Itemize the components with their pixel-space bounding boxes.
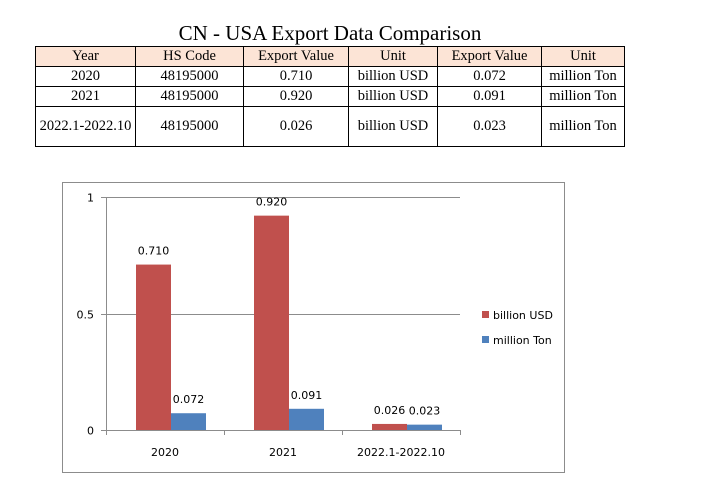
bar-billion-usd — [254, 215, 289, 430]
cell-unit: million Ton — [541, 86, 625, 107]
data-label: 0.072 — [173, 393, 205, 406]
bar-billion-usd — [136, 264, 171, 430]
page-title: CN - USA Export Data Comparison — [178, 21, 482, 45]
cell-hs-code: 48195000 — [135, 106, 244, 147]
legend-label: million Ton — [493, 334, 552, 347]
cell-year: 2021 — [35, 86, 136, 107]
cell-unit: billion USD — [348, 106, 438, 147]
cell-export-value: 0.023 — [437, 106, 542, 147]
data-label: 0.026 — [374, 404, 406, 417]
table-row: 2022.1-2022.10 48195000 0.026 billion US… — [35, 106, 625, 147]
y-tick-label: 0 — [87, 425, 94, 438]
cell-year: 2022.1-2022.10 — [35, 106, 136, 147]
x-tick-label: 2020 — [151, 446, 179, 459]
data-label: 0.710 — [138, 245, 170, 258]
legend-swatch — [482, 311, 489, 318]
header-export-value: Export Value — [437, 46, 542, 67]
cell-unit: million Ton — [541, 106, 625, 147]
y-tick-label: 1 — [87, 192, 94, 205]
cell-year: 2020 — [35, 66, 136, 87]
table-header-row: Year HS Code Export Value Unit Export Va… — [35, 46, 625, 67]
x-tick-label: 2022.1-2022.10 — [357, 446, 445, 459]
data-label: 0.091 — [291, 389, 323, 402]
data-label: 0.920 — [256, 196, 288, 209]
data-label: 0.023 — [409, 405, 441, 418]
bar-billion-usd — [372, 423, 407, 430]
legend-label: billion USD — [493, 309, 553, 322]
chart-area — [62, 182, 565, 473]
x-tick-label: 2021 — [269, 446, 297, 459]
bar-million-ton — [171, 413, 206, 430]
header-unit: Unit — [541, 46, 625, 67]
cell-unit: million Ton — [541, 66, 625, 87]
cell-export-value: 0.710 — [243, 66, 349, 87]
y-tick-label: 0.5 — [77, 309, 95, 322]
header-hs-code: HS Code — [135, 46, 244, 67]
cell-unit: billion USD — [348, 66, 438, 87]
bar-million-ton — [407, 424, 442, 430]
table-row: 2020 48195000 0.710 billion USD 0.072 mi… — [35, 66, 625, 87]
legend-swatch — [482, 336, 489, 343]
export-data-table: Year HS Code Export Value Unit Export Va… — [35, 46, 625, 147]
bar-million-ton — [289, 408, 324, 430]
cell-export-value: 0.091 — [437, 86, 542, 107]
